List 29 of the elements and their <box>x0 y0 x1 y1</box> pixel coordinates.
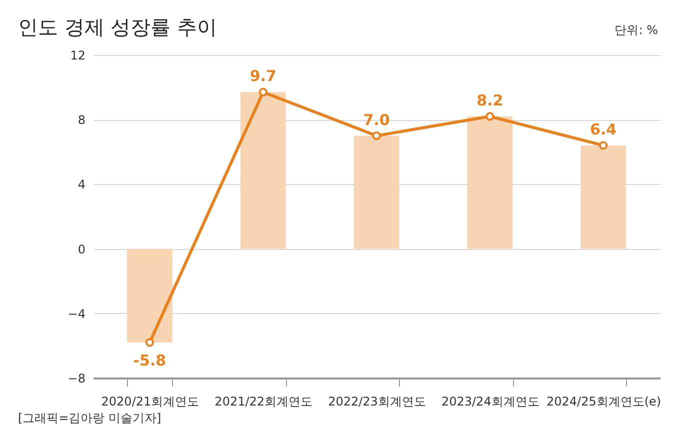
point <box>598 141 608 150</box>
bar <box>467 116 513 249</box>
bar <box>580 145 626 249</box>
data-label: 7.0 <box>363 110 390 129</box>
bar <box>240 92 286 249</box>
data-label: -5.8 <box>133 351 166 370</box>
text: [그래픽=김아랑 미술기자] <box>18 410 162 427</box>
chart-title: 인도 경제 성장률 추이 <box>18 14 218 41</box>
y-tick-label: 4 <box>78 178 86 192</box>
data-label: 9.7 <box>250 67 276 86</box>
y-tick-label: −4 <box>68 306 86 321</box>
bar <box>127 248 172 342</box>
point <box>258 88 268 96</box>
y-tick-label: −8 <box>68 372 86 386</box>
y-tick-label: 0 <box>78 242 86 256</box>
data-label: 6.4 <box>590 120 617 138</box>
data-label: 8.2 <box>476 91 504 110</box>
y-tick-label: 12 <box>70 48 86 62</box>
x-tick-label: 2021/22회계연도 <box>214 394 313 408</box>
point <box>486 112 494 121</box>
x-tick-label: 2022/23회계연도 <box>328 394 426 408</box>
x-tick-label: 2023/24회계연도 <box>441 394 540 408</box>
y-tick-label: 8 <box>78 113 86 128</box>
x-tick-label: 2020/21회계연도 <box>101 394 200 408</box>
x-tick-label: 2024/25회계연도(e) <box>546 394 662 408</box>
bar <box>354 136 400 249</box>
text: 단위: % <box>614 22 658 39</box>
point <box>145 338 154 347</box>
point <box>372 131 381 140</box>
